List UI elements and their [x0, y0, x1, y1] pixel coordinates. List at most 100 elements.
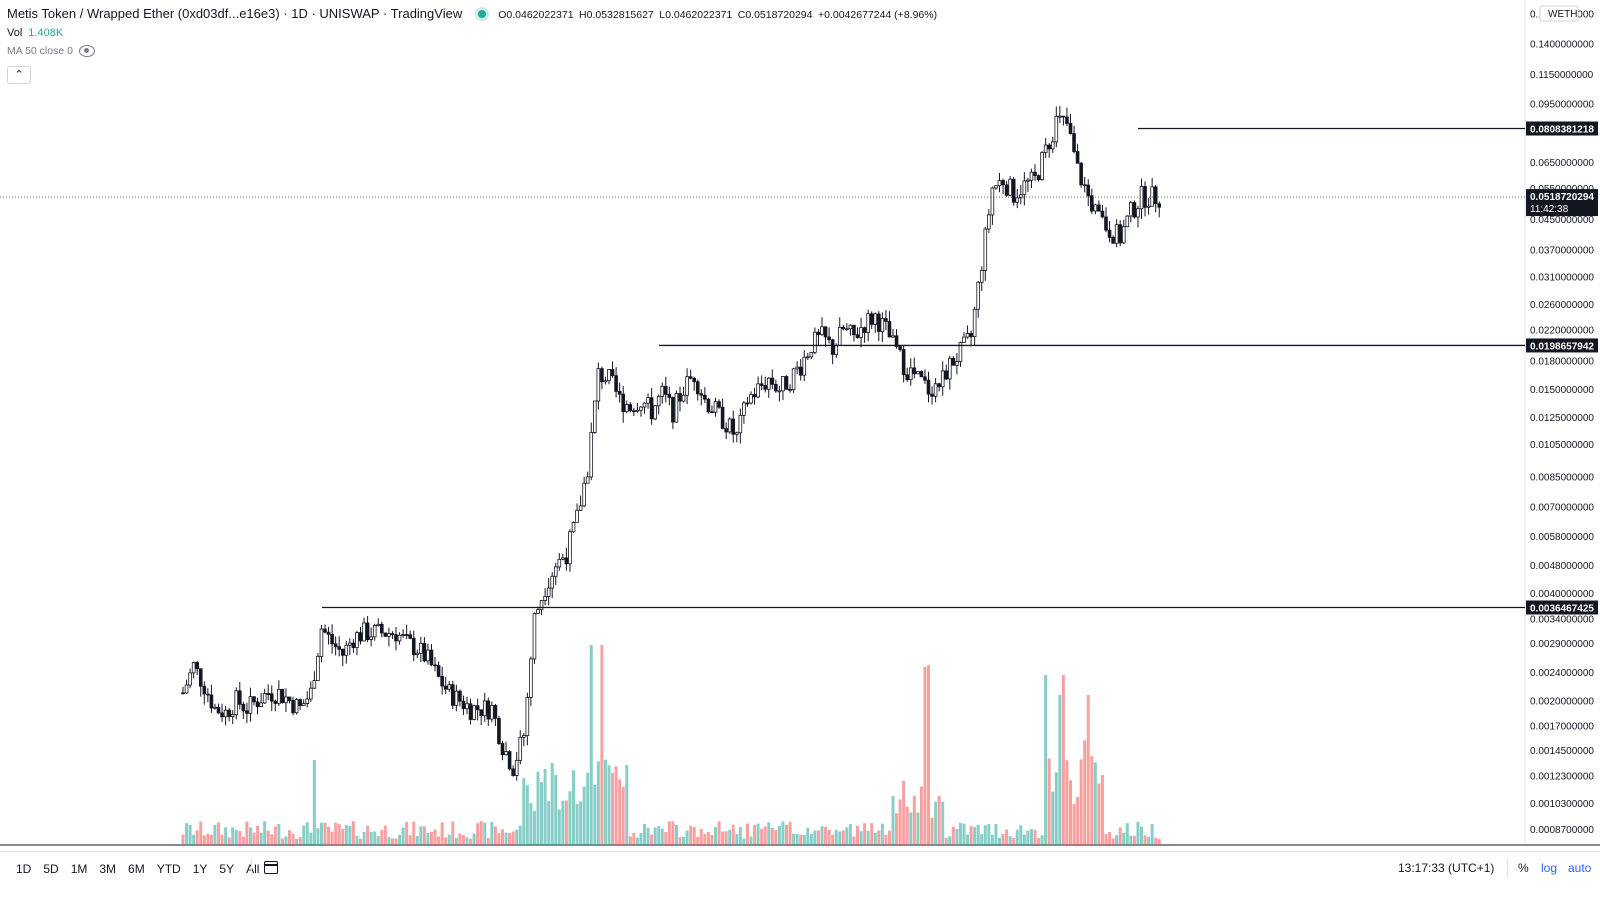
candle-body [486, 700, 491, 720]
candle-body [632, 410, 636, 413]
volume-bar [678, 837, 682, 845]
volume-bar [1097, 783, 1101, 845]
candle-body [614, 375, 618, 392]
percent-scale-button[interactable]: % [1518, 861, 1529, 875]
eye-hidden-icon[interactable] [78, 45, 95, 57]
candle-body [738, 414, 743, 434]
range-button-6m[interactable]: 6M [128, 862, 145, 876]
volume-bar [465, 837, 469, 845]
volume-bar [777, 825, 781, 845]
candle-body [561, 557, 565, 560]
candle-body [788, 388, 792, 391]
candle-body [1118, 224, 1123, 244]
candle-body [717, 401, 721, 408]
volume-bar [540, 782, 544, 845]
price-tick-label: 0.0450000000 [1530, 215, 1594, 226]
candle-body [1136, 208, 1140, 218]
candle-body [330, 633, 334, 645]
candle-body [997, 180, 1002, 187]
volume-bar [966, 834, 970, 845]
currency-badge[interactable] [1539, 5, 1579, 22]
range-button-1y[interactable]: 1Y [192, 862, 208, 876]
price-tick-label: 0.0020000000 [1530, 696, 1594, 707]
candle-body [337, 646, 341, 650]
volume-bar [501, 829, 504, 845]
price-axis[interactable]: 0.17000000000.14000000000.11500000000.09… [0, 0, 1600, 869]
volume-bar [412, 821, 416, 845]
range-button-5d[interactable]: 5D [43, 862, 59, 876]
volume-bar [231, 827, 235, 845]
candle-body [504, 751, 508, 756]
candle-body [933, 383, 938, 397]
candle-body [429, 649, 434, 666]
candle-body [1097, 204, 1101, 212]
ma-legend[interactable]: MA 50 close 0 [7, 45, 939, 57]
volume-bar [1037, 838, 1041, 845]
volume-bar [252, 832, 256, 845]
calendar-icon[interactable] [264, 861, 278, 874]
range-button-5y[interactable]: 5Y [219, 862, 235, 876]
volume-bar [195, 830, 199, 845]
high-value: H0.0532815627 [579, 8, 654, 21]
volume-legend[interactable]: Vol 1.408K [7, 27, 939, 39]
candle-body [784, 376, 789, 390]
volume-bar [1029, 828, 1033, 845]
range-button-3m[interactable]: 3M [99, 862, 117, 876]
range-button-all[interactable]: All [246, 862, 260, 876]
candle-body [916, 371, 920, 375]
candle-body [465, 703, 469, 710]
clock-timezone[interactable]: 13:17:33 (UTC+1) [1398, 861, 1495, 875]
volume-bar [1136, 821, 1140, 845]
candle-body [440, 675, 444, 687]
volume-bar [202, 835, 206, 845]
volume-bar [650, 834, 654, 845]
candle-body [962, 336, 966, 344]
volume-bar [1079, 759, 1083, 845]
volume-bar [373, 831, 377, 845]
candle-body [926, 379, 931, 395]
volume-bar [305, 822, 309, 845]
price-tick-label: 0.0034000000 [1530, 614, 1594, 625]
volume-bar [951, 826, 955, 845]
level-price-tag [1526, 338, 1598, 353]
volume-bar [667, 821, 671, 845]
candle-body [1093, 204, 1098, 212]
volume-bar [1026, 830, 1030, 845]
volume-bar [536, 771, 540, 845]
candle-body [1121, 226, 1126, 244]
range-button-1d[interactable]: 1D [16, 862, 32, 876]
volume-bar [543, 769, 547, 845]
horizontal-levels[interactable] [0, 127, 1525, 609]
volume-bar [234, 830, 238, 845]
candle-body [266, 693, 270, 695]
price-tick-label: 0.1400000000 [1530, 40, 1594, 51]
volume-bar [323, 822, 327, 845]
current-price-label: 0.0518720294 [1530, 192, 1594, 203]
price-tick-label: 0.0070000000 [1530, 503, 1594, 514]
countdown-label: 11:42:38 [1530, 204, 1569, 215]
candle-body [880, 318, 885, 332]
candle-body [600, 368, 604, 383]
symbol-title[interactable]: Metis Token / Wrapped Ether (0xd03df...e… [7, 6, 463, 21]
candle-body [877, 313, 881, 332]
log-scale-button[interactable]: log [1541, 861, 1558, 875]
collapse-legend-button[interactable]: ⌃ [7, 66, 31, 84]
candle-body [252, 696, 256, 703]
volume-bar [554, 775, 558, 845]
candle-body [305, 698, 310, 705]
range-button-ytd[interactable]: YTD [156, 862, 181, 876]
volume-bar [799, 834, 803, 845]
candle-body [742, 402, 746, 416]
candle-body [1047, 144, 1052, 150]
candle-body [919, 371, 924, 378]
volume-bar [309, 832, 313, 845]
price-tick-label: 0.0024000000 [1530, 668, 1594, 679]
volume-bar [660, 828, 664, 845]
auto-scale-button[interactable]: auto [1568, 861, 1592, 875]
range-button-1m[interactable]: 1M [70, 862, 88, 876]
volume-bar [295, 838, 299, 845]
candle-body [848, 324, 853, 330]
volume-bar [895, 813, 899, 845]
candle-body [237, 690, 242, 705]
